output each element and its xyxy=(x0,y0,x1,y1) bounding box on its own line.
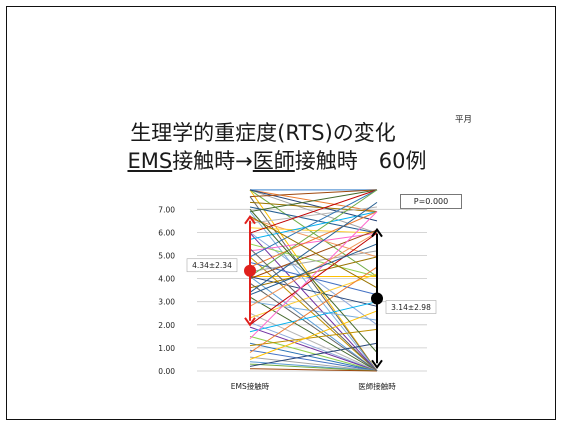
patient-line xyxy=(249,326,378,372)
patient-line xyxy=(249,310,378,360)
y-tick-label: 6.00 xyxy=(158,228,175,237)
patient-line xyxy=(249,206,378,224)
patient-line xyxy=(249,211,378,268)
patient-line xyxy=(249,301,378,333)
patient-line xyxy=(249,229,378,280)
y-tick-labels: 0.00 1.00 2.00 3.00 4.00 5.00 6.00 7.00 xyxy=(158,205,175,376)
p-value-box: P=0.000 xyxy=(400,194,462,209)
y-tick-label: 4.00 xyxy=(158,275,175,284)
patient-line xyxy=(249,250,378,273)
y-tick-label: 1.00 xyxy=(158,344,175,353)
x-tick-label: 医師接触時 xyxy=(358,381,396,391)
mean-sd-label-box xyxy=(186,258,238,273)
mean-sd-label: 4.34±2.34 xyxy=(192,261,232,270)
patient-line xyxy=(249,276,378,307)
patient-line xyxy=(249,232,378,372)
sd-arrow-down xyxy=(244,317,256,327)
patient-line xyxy=(249,218,378,258)
patient-line xyxy=(249,256,378,289)
patient-line xyxy=(249,363,378,372)
mean-sd-label: 3.14±2.98 xyxy=(391,303,431,312)
title-doctor: 医師 xyxy=(252,149,295,173)
patient-line xyxy=(249,282,378,372)
x-tick-label: EMS接触時 xyxy=(231,381,270,391)
patient-line xyxy=(249,232,378,252)
corner-text-fragment: 平月 xyxy=(455,115,473,125)
patient-line xyxy=(249,189,378,234)
sd-arrow-down xyxy=(371,359,383,370)
patient-line xyxy=(249,189,378,258)
title-contact-arrow: 接触時→ xyxy=(172,149,253,173)
mean-sd-markers: 4.34±2.34 3.14±2.98 xyxy=(186,214,437,370)
patient-line xyxy=(249,189,378,277)
y-tick-label: 5.00 xyxy=(158,252,175,261)
patient-line xyxy=(249,211,378,240)
title-ems: EMS xyxy=(127,149,173,173)
slide: 生理学的重症度(RTS)の変化 EMS接触時→医師接触時 60例 平月 P=0.… xyxy=(6,6,556,420)
patient-line xyxy=(249,243,378,278)
patient-line xyxy=(249,206,378,234)
rts-line-chart: 0.00 1.00 2.00 3.00 4.00 5.00 6.00 7.00 EMS接触時 医… xyxy=(158,189,437,391)
patient-line xyxy=(249,342,378,367)
y-tick-label: 2.00 xyxy=(158,321,175,330)
patient-line xyxy=(249,335,378,372)
patient-line xyxy=(249,201,378,293)
patient-line xyxy=(249,189,378,198)
title-contact-cases: 接触時 60例 xyxy=(294,149,427,173)
patient-line xyxy=(249,301,378,321)
patient-line xyxy=(249,342,378,372)
sd-arrow-up xyxy=(371,227,383,238)
sd-arrow-up xyxy=(244,214,256,225)
patient-line xyxy=(249,232,378,326)
patient-line xyxy=(249,211,378,340)
patient-line xyxy=(249,215,378,289)
mean-marker xyxy=(244,264,256,277)
patient-line xyxy=(249,322,378,372)
patient-lines xyxy=(249,189,378,372)
patient-line xyxy=(249,276,378,372)
y-tick-label: 3.00 xyxy=(158,298,175,307)
patient-line xyxy=(249,328,378,347)
patient-line xyxy=(249,189,378,213)
slide-title-line-1: 生理学的重症度(RTS)の変化 xyxy=(130,121,396,145)
slide-title-line-2: EMS接触時→医師接触時 60例 xyxy=(7,148,551,174)
x-tick-labels: EMS接触時 医師接触時 xyxy=(231,381,396,391)
y-tick-label: 7.00 xyxy=(158,205,175,214)
patient-line xyxy=(249,312,378,372)
mean-sd-label-box xyxy=(385,300,437,314)
mean-marker xyxy=(371,292,383,305)
patient-line xyxy=(249,196,378,372)
patient-line xyxy=(249,356,378,372)
patient-line xyxy=(249,248,378,372)
patient-line xyxy=(249,208,378,353)
patient-line xyxy=(249,368,378,372)
patient-line xyxy=(249,256,378,372)
patient-line xyxy=(249,349,378,372)
patient-line xyxy=(249,243,378,296)
patient-line xyxy=(249,201,378,213)
y-tick-label: 0.00 xyxy=(158,367,175,376)
